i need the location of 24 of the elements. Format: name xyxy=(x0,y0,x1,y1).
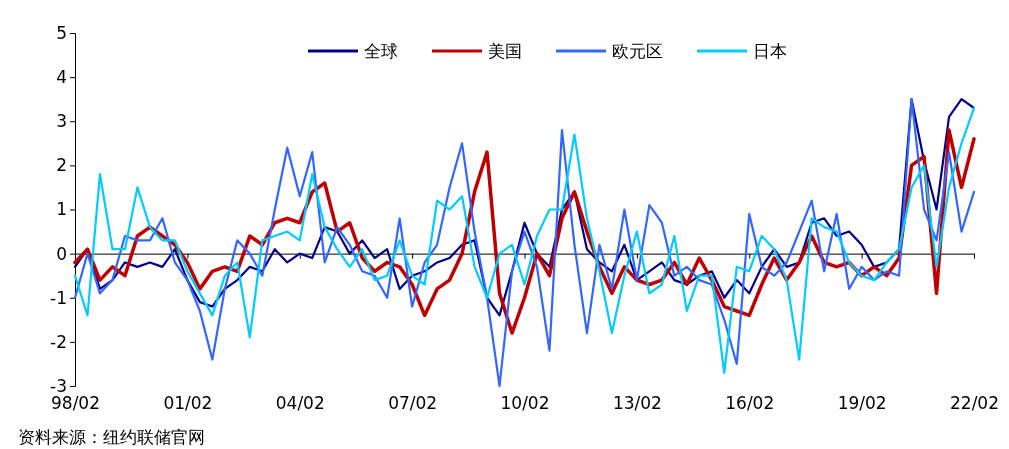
y-tick-label: -2 xyxy=(50,331,67,352)
x-tick-label: 10/02 xyxy=(500,393,550,414)
y-tick-label: 0 xyxy=(56,243,67,264)
x-tick-label: 13/02 xyxy=(612,393,662,414)
x-tick-label: 19/02 xyxy=(837,393,887,414)
legend-label: 全球 xyxy=(364,41,398,61)
x-tick-label: 98/02 xyxy=(51,393,100,414)
y-tick-label: 2 xyxy=(56,155,67,176)
x-tick-label: 22/02 xyxy=(950,393,999,414)
y-tick-label: 3 xyxy=(56,111,67,132)
y-tick-label: 5 xyxy=(56,22,67,43)
y-tick-label: -3 xyxy=(50,375,67,396)
line-series xyxy=(73,98,976,317)
legend-label: 日本 xyxy=(753,41,787,61)
x-tick-label: 07/02 xyxy=(388,393,438,414)
y-tick-label: 1 xyxy=(56,199,67,220)
x-tick-label: 16/02 xyxy=(725,393,775,414)
y-tick-label: 4 xyxy=(56,67,67,88)
y-tick-label: -1 xyxy=(50,287,67,308)
x-tick-label: 04/02 xyxy=(275,393,325,414)
legend-label: 欧元区 xyxy=(612,41,663,61)
x-tick-label: 01/02 xyxy=(163,393,213,414)
text: 资料来源：纽约联储官网 xyxy=(18,427,205,447)
legend-label: 美国 xyxy=(488,41,522,61)
